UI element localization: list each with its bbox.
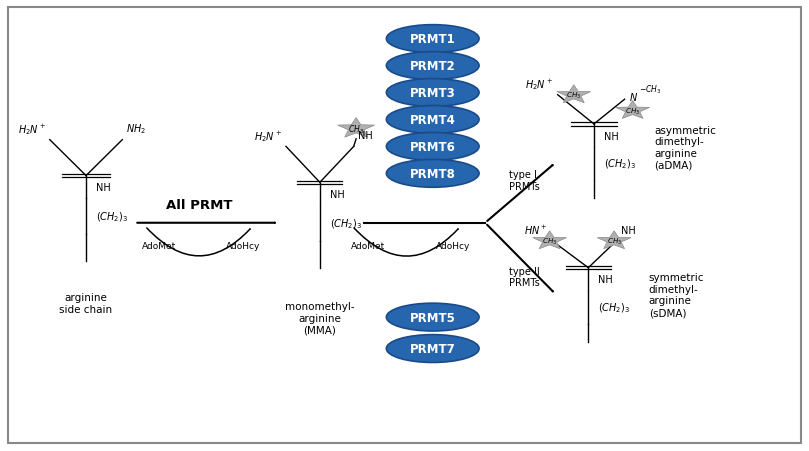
Text: PRMT3: PRMT3: [410, 87, 455, 100]
Text: $H_2N^+$: $H_2N^+$: [18, 122, 46, 137]
Text: AdoHcy: AdoHcy: [436, 241, 470, 250]
Text: asymmetric
dimethyl-
arginine
(aDMA): asymmetric dimethyl- arginine (aDMA): [654, 126, 716, 170]
Text: $N$: $N$: [629, 90, 637, 102]
Text: type I
PRMTs: type I PRMTs: [510, 170, 540, 192]
Text: $-CH_3$: $-CH_3$: [639, 83, 662, 96]
Ellipse shape: [387, 304, 479, 331]
Text: NH: NH: [598, 275, 612, 285]
Text: $H_2N^+$: $H_2N^+$: [254, 129, 282, 143]
Text: PRMT2: PRMT2: [410, 60, 455, 73]
Text: $NH_2$: $NH_2$: [126, 122, 146, 136]
Text: NH: NH: [358, 131, 372, 141]
Text: $CH_3$: $CH_3$: [625, 106, 640, 116]
Text: AdoHcy: AdoHcy: [226, 241, 260, 250]
Text: PRMT4: PRMT4: [410, 114, 455, 127]
Text: $CH_3$: $CH_3$: [566, 90, 582, 101]
Text: arginine
side chain: arginine side chain: [60, 293, 112, 314]
Text: $(CH_2)_3$: $(CH_2)_3$: [329, 216, 362, 230]
Text: NH: NH: [621, 226, 635, 235]
Text: PRMT7: PRMT7: [410, 342, 455, 355]
Text: $(CH_2)_3$: $(CH_2)_3$: [598, 301, 630, 314]
Text: PRMT5: PRMT5: [410, 311, 455, 324]
Ellipse shape: [387, 133, 479, 161]
Text: AdoMet: AdoMet: [351, 241, 385, 250]
Ellipse shape: [387, 106, 479, 134]
Ellipse shape: [387, 26, 479, 53]
Text: NH: NH: [604, 131, 618, 141]
Text: PRMT8: PRMT8: [410, 167, 455, 180]
Text: All PRMT: All PRMT: [166, 199, 232, 212]
Text: $(CH_2)_3$: $(CH_2)_3$: [95, 210, 128, 223]
Text: NH: NH: [329, 189, 345, 199]
Text: $CH_3$: $CH_3$: [348, 123, 364, 135]
Text: $CH_3$: $CH_3$: [607, 236, 622, 246]
Text: $HN^+$: $HN^+$: [524, 224, 548, 237]
Text: $H_2N^+$: $H_2N^+$: [525, 77, 553, 92]
Ellipse shape: [387, 335, 479, 363]
Text: $CH_3$: $CH_3$: [542, 236, 557, 246]
Polygon shape: [597, 231, 631, 249]
Text: type II
PRMTs: type II PRMTs: [510, 266, 540, 288]
Text: PRMT6: PRMT6: [410, 141, 455, 153]
Text: symmetric
dimethyl-
arginine
(sDMA): symmetric dimethyl- arginine (sDMA): [649, 272, 705, 318]
Ellipse shape: [387, 52, 479, 80]
Ellipse shape: [387, 160, 479, 188]
Polygon shape: [533, 231, 566, 249]
Text: PRMT1: PRMT1: [410, 33, 455, 46]
Polygon shape: [337, 118, 375, 138]
Text: $(CH_2)_3$: $(CH_2)_3$: [604, 157, 636, 171]
Text: NH: NH: [95, 182, 111, 193]
Polygon shape: [557, 86, 591, 103]
Ellipse shape: [387, 79, 479, 107]
Text: AdoMet: AdoMet: [142, 241, 176, 250]
Polygon shape: [616, 101, 650, 119]
Text: monomethyl-
arginine
(MMA): monomethyl- arginine (MMA): [285, 302, 354, 335]
